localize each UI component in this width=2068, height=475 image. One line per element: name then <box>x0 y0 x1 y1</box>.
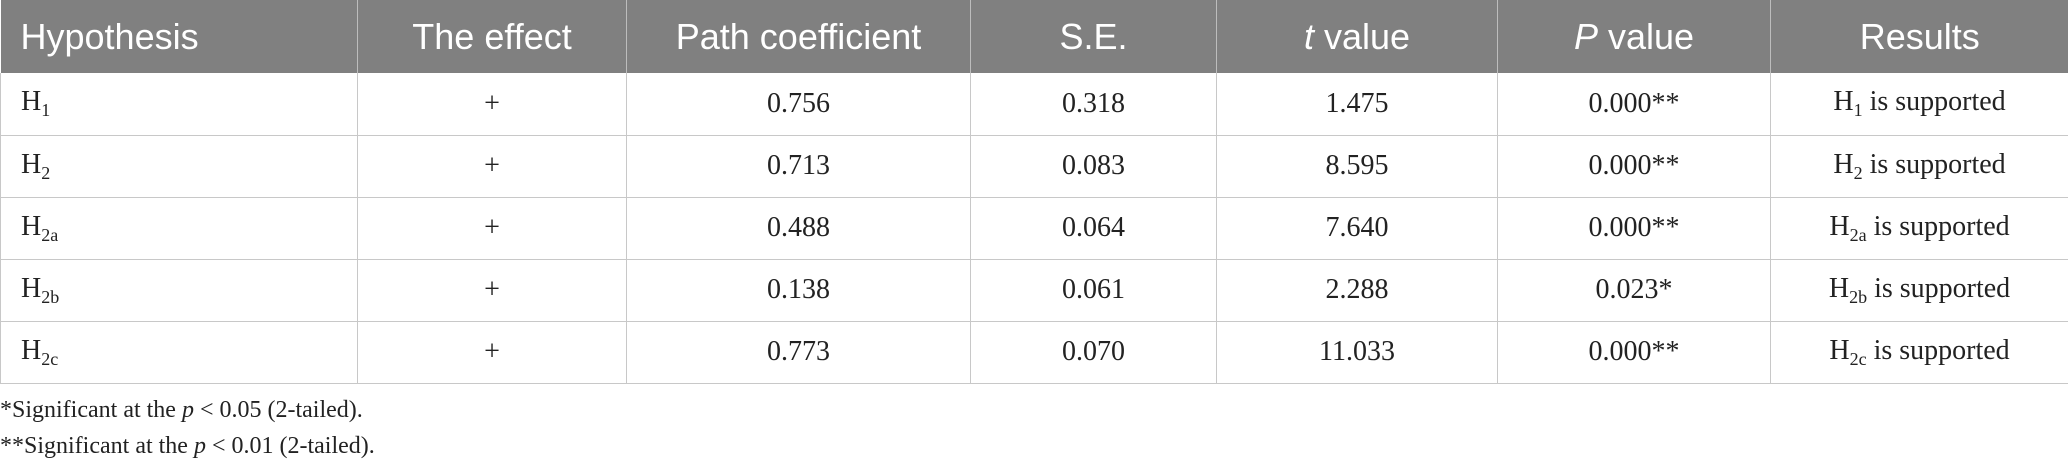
res-text: is supported <box>1867 272 2011 304</box>
res-text: is supported <box>1862 148 2006 180</box>
table-row: H2a + 0.488 0.064 7.640 0.000** H2a is s… <box>0 197 2068 260</box>
header-se: S.E. <box>970 0 1217 73</box>
res-base: H <box>1829 210 1850 242</box>
res-sub: 2c <box>1849 348 1867 369</box>
cell-path-coefficient: 0.756 <box>626 73 971 136</box>
cell-p-value: 0.000** <box>1497 321 1771 384</box>
footnote-suffix: < 0.01 (2-tailed). <box>205 433 375 459</box>
res-sub: 2a <box>1849 224 1867 245</box>
cell-results: H2a is supported <box>1770 197 2068 260</box>
hyp-base: H <box>21 86 42 118</box>
footnote-prefix: **Significant at the <box>0 433 194 459</box>
hyp-base: H <box>21 148 42 180</box>
header-results: Results <box>1859 15 1980 57</box>
cell-p-value: 0.000** <box>1497 135 1771 198</box>
hyp-sub: 2c <box>41 348 59 369</box>
footnote-prefix: *Significant at the <box>0 397 182 423</box>
footnote-p01: **Significant at the p < 0.01 (2-tailed)… <box>0 428 375 464</box>
footnote-p05: *Significant at the p < 0.05 (2-tailed). <box>0 392 375 428</box>
header-p-value: P value <box>1497 0 1771 73</box>
cell-t-value: 7.640 <box>1216 197 1498 260</box>
footnote-p-italic: p <box>181 397 194 423</box>
cell-results: H2 is supported <box>1770 135 2068 198</box>
header-row: Hypothesis The effect Path coefficient S… <box>0 0 2068 73</box>
cell-se: 0.318 <box>970 73 1217 136</box>
cell-p-value: 0.000** <box>1497 197 1771 260</box>
cell-results: H2b is supported <box>1770 259 2068 322</box>
cell-se: 0.070 <box>970 321 1217 384</box>
table-header: Hypothesis The effect Path coefficient S… <box>0 0 2068 73</box>
res-sub: 2 <box>1853 162 1863 183</box>
cell-hypothesis: H2a <box>0 197 358 260</box>
cell-path-coefficient: 0.138 <box>626 259 971 322</box>
cell-t-value: 11.033 <box>1216 321 1498 384</box>
hyp-base: H <box>21 272 42 304</box>
header-t-rest: value <box>1313 15 1411 57</box>
cell-effect: + <box>357 321 627 384</box>
cell-effect: + <box>357 259 627 322</box>
table-row: H1 + 0.756 0.318 1.475 0.000** H1 is sup… <box>0 73 2068 136</box>
cell-t-value: 1.475 <box>1216 73 1498 136</box>
hyp-sub: 2 <box>41 162 51 183</box>
table-row: H2 + 0.713 0.083 8.595 0.000** H2 is sup… <box>0 135 2068 198</box>
cell-results: H2c is supported <box>1770 321 2068 384</box>
table-body: H1 + 0.756 0.318 1.475 0.000** H1 is sup… <box>0 73 2068 384</box>
res-text: is supported <box>1866 334 2010 366</box>
results-table: Hypothesis The effect Path coefficient S… <box>0 0 2068 384</box>
cell-hypothesis: H1 <box>0 73 358 136</box>
cell-effect: + <box>357 73 627 136</box>
hyp-sub: 1 <box>41 100 51 121</box>
header-effect: The effect <box>357 0 627 73</box>
res-sub: 1 <box>1853 100 1863 121</box>
cell-results: H1 is supported <box>1770 73 2068 136</box>
table-row: H2b + 0.138 0.061 2.288 0.023* H2b is su… <box>0 259 2068 322</box>
res-base: H <box>1828 272 1850 304</box>
header-p-rest: value <box>1597 15 1695 57</box>
res-base: H <box>1833 148 1854 180</box>
cell-t-value: 2.288 <box>1216 259 1498 322</box>
footnote-p-italic: p <box>193 433 206 459</box>
cell-se: 0.061 <box>970 259 1217 322</box>
cell-path-coefficient: 0.773 <box>626 321 971 384</box>
table-row: H2c + 0.773 0.070 11.033 0.000** H2c is … <box>0 321 2068 384</box>
header-p-italic: P <box>1573 15 1598 57</box>
hyp-base: H <box>21 210 42 242</box>
cell-effect: + <box>357 135 627 198</box>
cell-p-value: 0.000** <box>1497 73 1771 136</box>
cell-hypothesis: H2b <box>0 259 358 322</box>
res-sub: 2b <box>1849 286 1868 307</box>
cell-se: 0.064 <box>970 197 1217 260</box>
hyp-sub: 2a <box>41 224 59 245</box>
cell-p-value: 0.023* <box>1497 259 1771 322</box>
cell-t-value: 8.595 <box>1216 135 1498 198</box>
res-text: is supported <box>1866 210 2010 242</box>
res-text: is supported <box>1862 86 2006 118</box>
header-t-value: t value <box>1216 0 1498 73</box>
header-t-italic: t <box>1303 15 1314 57</box>
cell-path-coefficient: 0.488 <box>626 197 971 260</box>
cell-hypothesis: H2 <box>0 135 358 198</box>
hyp-base: H <box>21 334 42 366</box>
header-hypothesis: Hypothesis <box>0 0 358 73</box>
table-footnotes: *Significant at the p < 0.05 (2-tailed).… <box>0 392 375 464</box>
cell-path-coefficient: 0.713 <box>626 135 971 198</box>
header-path-coefficient: Path coefficient <box>626 0 971 73</box>
cell-hypothesis: H2c <box>0 321 358 384</box>
cell-se: 0.083 <box>970 135 1217 198</box>
res-base: H <box>1833 86 1854 118</box>
footnote-suffix: < 0.05 (2-tailed). <box>193 397 363 423</box>
res-base: H <box>1829 334 1850 366</box>
cell-effect: + <box>357 197 627 260</box>
hyp-sub: 2b <box>41 286 60 307</box>
